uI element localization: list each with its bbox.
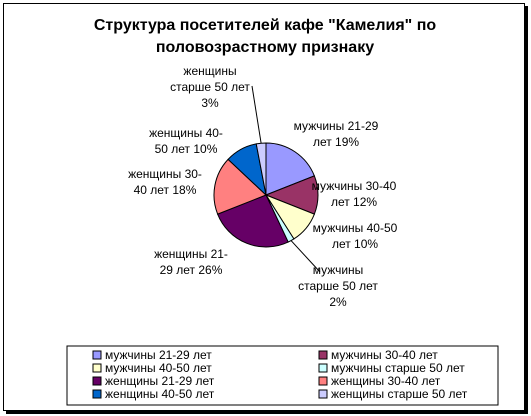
data-label-8: женщины старше 50 лет 3%	[170, 64, 250, 110]
legend-swatch-7	[92, 389, 102, 399]
legend-swatch-3	[92, 363, 102, 373]
data-label-7: женщины 40-50 лет 10%	[149, 126, 223, 156]
legend-entry-7: женщины 40-50 лет	[105, 387, 215, 401]
data-label-3: мужчины 40-50 лет 10%	[313, 221, 398, 251]
legend-entry-2: мужчины 30-40 лет	[331, 348, 438, 362]
data-label-1: мужчины 21-29 лет 19%	[294, 119, 379, 149]
leader-line-4	[290, 240, 321, 273]
pie-slice-5	[217, 194, 289, 248]
chart-title-line-2: половозрастному признаку	[156, 39, 374, 56]
legend-swatch-8	[318, 389, 328, 399]
legend-entry-1: мужчины 21-29 лет	[105, 348, 212, 362]
leader-line-8	[251, 85, 262, 144]
legend-entry-6: женщины 30-40 лет	[331, 374, 441, 388]
legend-entry-4: мужчины старше 50 лет	[331, 361, 465, 375]
data-label-5: женщины 21-29 лет 26%	[154, 247, 228, 277]
legend-swatch-1	[92, 350, 102, 360]
pie-slice-8	[255, 142, 267, 196]
legend-box	[66, 345, 499, 406]
legend-swatch-4	[318, 363, 328, 373]
pie-slice-6	[213, 158, 267, 215]
legend-swatch-2	[318, 350, 328, 360]
legend-entry-8: женщины старше 50 лет	[331, 387, 468, 401]
legend-entry-5: женщины 21-29 лет	[105, 374, 215, 388]
legend-swatch-6	[318, 376, 328, 386]
data-label-4: мужчины старше 50 лет 2%	[298, 263, 378, 309]
chart-title-line-1: Структура посетителей кафе "Камелия" по	[94, 17, 437, 34]
pie-slice-1	[265, 142, 315, 196]
data-label-6: женщины 30-40 лет 18%	[128, 167, 202, 197]
legend-entry-3: мужчины 40-50 лет	[105, 361, 212, 375]
legend-swatch-5	[92, 376, 102, 386]
data-label-2: мужчины 30-40 лет 12%	[312, 179, 397, 209]
